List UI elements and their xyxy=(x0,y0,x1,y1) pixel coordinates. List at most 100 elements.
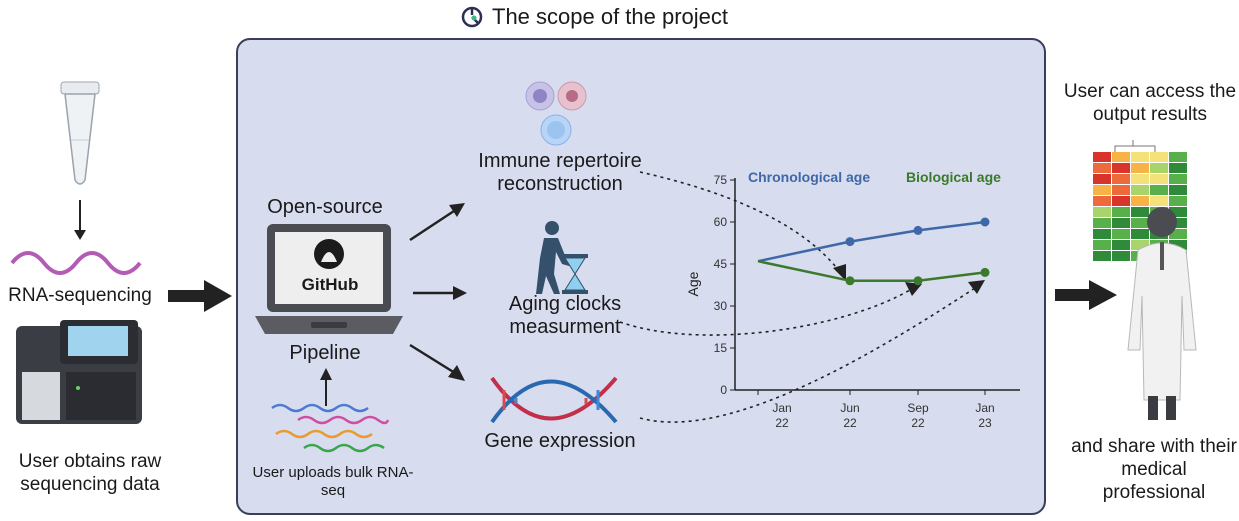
heatmap-cell xyxy=(1112,240,1130,250)
rna-wave-icon xyxy=(10,251,142,275)
open-source-label: Open-source xyxy=(267,196,383,218)
upload-caption: User uploads bulk RNA-seq xyxy=(252,464,414,499)
series-line xyxy=(757,259,986,283)
legend-label: Biological age xyxy=(906,169,1001,185)
heatmap-cell xyxy=(1112,218,1130,228)
y-tick-label: 30 xyxy=(714,299,728,313)
heatmap-cell xyxy=(1131,152,1149,162)
x-tick-label: 22 xyxy=(775,416,789,430)
heatmap-cell xyxy=(1112,229,1130,239)
github-logo-text: GitHub xyxy=(301,275,359,294)
share-with-professional-caption: and share with their medical professiona… xyxy=(1071,436,1237,503)
heatmap-cell xyxy=(1112,251,1130,261)
heatmap-thumbnail-icon xyxy=(1093,140,1187,261)
heatmap-cell xyxy=(1169,163,1187,173)
dna-helix-icon xyxy=(490,376,618,424)
aging-clocks-label: Aging clocks measurment xyxy=(508,293,622,338)
x-tick-label: Jan xyxy=(772,401,791,415)
x-tick-label: 22 xyxy=(911,416,925,430)
heatmap-cell xyxy=(1093,251,1111,261)
rna-sequencing-label: RNA-sequencing xyxy=(8,285,152,306)
heatmap-cell xyxy=(1112,163,1130,173)
heatmap-cell xyxy=(1131,174,1149,184)
heatmap-cell xyxy=(1169,196,1187,206)
heatmap-cell xyxy=(1112,174,1130,184)
y-tick-label: 15 xyxy=(714,341,728,355)
doctor-figure-icon xyxy=(1127,207,1197,420)
heatmap-cell xyxy=(1093,207,1111,217)
data-point xyxy=(913,276,923,286)
dna-strands-icon xyxy=(271,403,390,453)
heatmap-cell xyxy=(1093,218,1111,228)
age-line-chart: 01530456075AgeJan22Jun22Sep22Jan23Chrono… xyxy=(685,169,1020,430)
heatmap-cell xyxy=(1131,240,1149,250)
heatmap-cell xyxy=(1093,196,1111,206)
data-point xyxy=(980,217,990,227)
sequencer-machine-icon xyxy=(16,320,142,424)
data-point xyxy=(980,267,990,277)
heatmap-cell xyxy=(1131,229,1149,239)
legend-label: Chronological age xyxy=(748,169,870,185)
x-tick-label: 23 xyxy=(978,416,992,430)
aging-clock-icon xyxy=(536,221,588,294)
heatmap-cell xyxy=(1093,163,1111,173)
heatmap-cell xyxy=(1093,174,1111,184)
heatmap-cell xyxy=(1169,229,1187,239)
data-point xyxy=(913,225,923,235)
y-axis-label: Age xyxy=(685,271,701,296)
heatmap-cell xyxy=(1131,196,1149,206)
heatmap-cell xyxy=(1169,207,1187,217)
immune-repertoire-label: Immune repertoire reconstruction xyxy=(478,150,642,195)
heatmap-cell xyxy=(1169,218,1187,228)
heatmap-cell xyxy=(1112,185,1130,195)
input-flow-arrow-icon xyxy=(168,280,232,312)
immune-cells-icon xyxy=(525,81,587,146)
heatmap-cell xyxy=(1150,174,1168,184)
x-tick-label: Sep xyxy=(907,401,929,415)
heatmap-cell xyxy=(1150,185,1168,195)
heatmap-cell xyxy=(1169,185,1187,195)
heatmap-cell xyxy=(1169,152,1187,162)
y-tick-label: 0 xyxy=(720,383,727,397)
heatmap-cell xyxy=(1150,196,1168,206)
heatmap-cell xyxy=(1131,163,1149,173)
y-tick-label: 60 xyxy=(714,215,728,229)
heatmap-cell xyxy=(1112,152,1130,162)
gene-expression-label: Gene expression xyxy=(484,430,636,452)
heatmap-cell xyxy=(1150,163,1168,173)
heatmap-cell xyxy=(1112,196,1130,206)
x-tick-label: Jun xyxy=(840,401,859,415)
x-tick-label: Jan xyxy=(975,401,994,415)
diagram-title: The scope of the project xyxy=(492,4,729,29)
data-point xyxy=(845,276,855,286)
y-tick-label: 45 xyxy=(714,257,728,271)
upload-arrow-icon xyxy=(320,368,332,406)
heatmap-cell xyxy=(1112,207,1130,217)
down-arrow-icon xyxy=(74,200,86,240)
heatmap-cell xyxy=(1131,218,1149,228)
heatmap-cell xyxy=(1131,185,1149,195)
heatmap-cell xyxy=(1169,240,1187,250)
output-flow-arrow-icon xyxy=(1055,280,1117,310)
access-results-caption: User can access the output results xyxy=(1063,81,1237,125)
sample-tube-icon xyxy=(60,81,100,185)
pipeline-label: Pipeline xyxy=(289,342,361,364)
heatmap-cell xyxy=(1169,174,1187,184)
project-logo-icon xyxy=(461,6,483,28)
heatmap-cell xyxy=(1093,229,1111,239)
heatmap-cell xyxy=(1150,152,1168,162)
pipeline-output-arrows xyxy=(409,203,467,381)
heatmap-cell xyxy=(1131,207,1149,217)
dendrogram-line xyxy=(1114,140,1156,152)
y-tick-label: 75 xyxy=(714,173,728,187)
series-line xyxy=(757,220,986,263)
diagram-title-row: The scope of the project xyxy=(460,4,800,30)
data-point xyxy=(845,237,855,247)
heatmap-cell xyxy=(1093,240,1111,250)
heatmap-cell xyxy=(1093,185,1111,195)
laptop-icon xyxy=(255,224,403,334)
raw-data-caption: User obtains raw sequencing data xyxy=(18,451,162,495)
heatmap-cell xyxy=(1093,152,1111,162)
x-tick-label: 22 xyxy=(843,416,857,430)
